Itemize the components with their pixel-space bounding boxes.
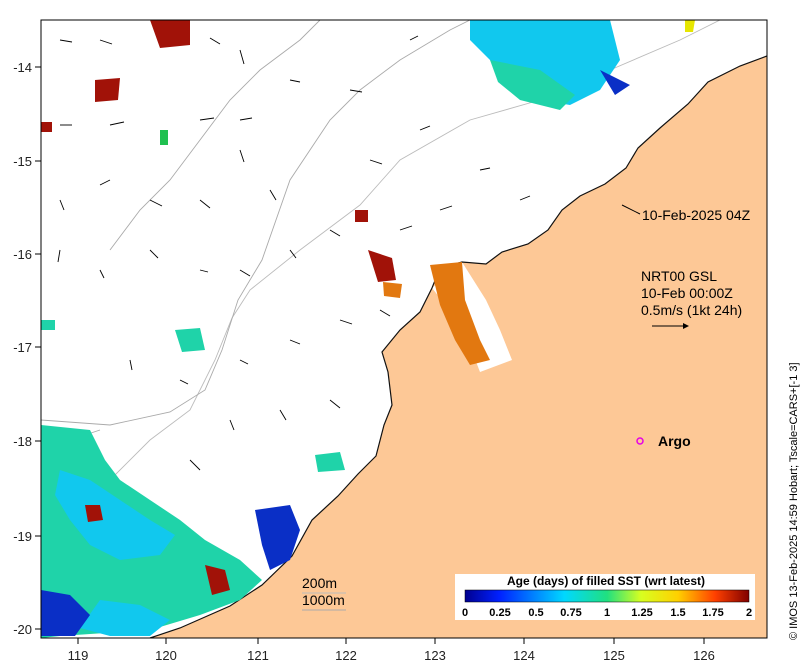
timestamp-label: 10-Feb-2025 04Z xyxy=(642,207,751,223)
colorbar-label: 1.75 xyxy=(702,607,723,619)
colorbar-title: Age (days) of filled SST (wrt latest) xyxy=(507,574,705,588)
plot-frame xyxy=(40,19,768,639)
colorbar: Age (days) of filled SST (wrt latest) 0 … xyxy=(455,574,755,620)
y-tick-label: -14 xyxy=(13,60,32,75)
contour-1000m-line xyxy=(41,20,471,426)
x-tick-label: 124 xyxy=(513,648,535,663)
x-tick-label: 122 xyxy=(335,648,357,663)
y-tick-label: -19 xyxy=(13,529,32,544)
x-tick-label: 126 xyxy=(693,648,715,663)
x-tick-label: 119 xyxy=(68,648,89,663)
timestamp-leader-line xyxy=(621,204,641,215)
colorbar-label: 1.5 xyxy=(670,607,685,619)
y-tick-label: -18 xyxy=(13,434,32,449)
y-axis: -14 -15 -16 -17 -18 -19 -20 xyxy=(13,60,41,637)
y-tick-label: -17 xyxy=(13,340,32,355)
argo-label: Argo xyxy=(658,433,691,449)
contour-200m-label: 200m xyxy=(302,575,337,591)
x-tick-label: 120 xyxy=(155,648,177,663)
vector-scale-label: 0.5m/s (1kt 24h) xyxy=(641,302,742,318)
x-tick-label: 125 xyxy=(603,648,625,663)
current-vectors xyxy=(57,35,531,471)
sst-age-patches xyxy=(41,20,695,638)
x-axis: 119 120 121 122 123 124 125 126 xyxy=(68,638,715,663)
colorbar-label: 1 xyxy=(604,607,610,619)
plot-area xyxy=(41,20,767,638)
y-tick-label: -16 xyxy=(13,247,32,262)
colorbar-label: 0.25 xyxy=(489,607,510,619)
y-tick-label: -15 xyxy=(13,154,32,169)
credit-text: © IMOS 13-Feb-2025 14:59 Hobart; Tscale=… xyxy=(788,362,800,640)
colorbar-label: 0.75 xyxy=(560,607,581,619)
colorbar-label: 0.5 xyxy=(528,607,543,619)
product-label: NRT00 GSL xyxy=(641,268,717,284)
contour-1000m-label: 1000m xyxy=(302,592,345,608)
colorbar-label: 2 xyxy=(746,607,752,619)
product-time-label: 10-Feb 00:00Z xyxy=(641,285,733,301)
x-tick-label: 121 xyxy=(247,648,269,663)
x-tick-label: 123 xyxy=(424,648,446,663)
argo-marker[interactable] xyxy=(636,437,644,445)
colorbar-label: 1.25 xyxy=(631,607,652,619)
colorbar-gradient xyxy=(464,589,750,603)
colorbar-label: 0 xyxy=(462,607,468,619)
y-tick-label: -20 xyxy=(13,622,32,637)
